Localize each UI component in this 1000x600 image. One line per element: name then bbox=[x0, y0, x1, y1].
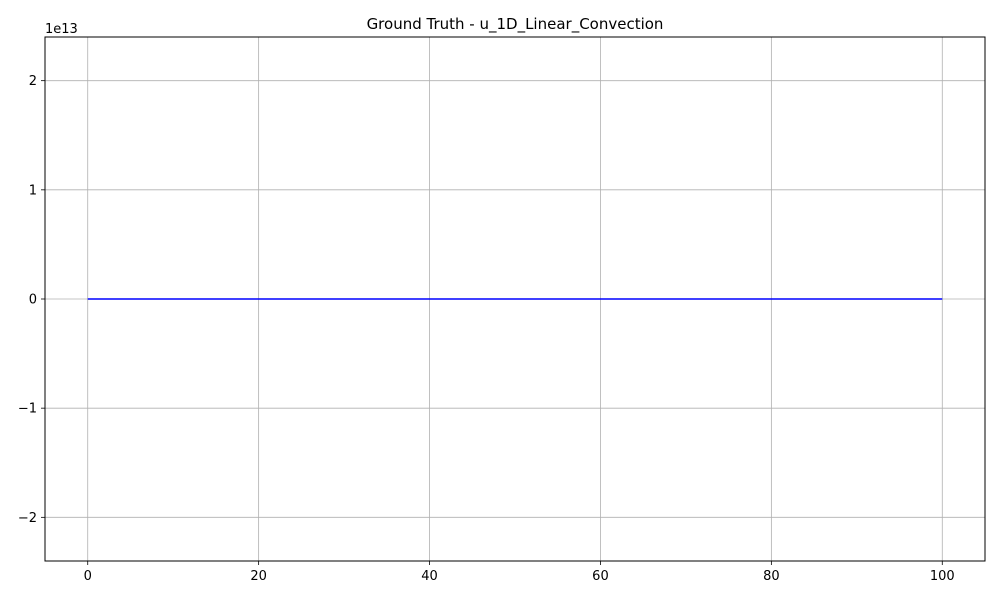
x-tick-label: 100 bbox=[930, 569, 955, 584]
x-tick-label: 20 bbox=[250, 569, 267, 584]
y-tick-label: 1 bbox=[29, 183, 37, 198]
y-tick-label: 0 bbox=[29, 293, 37, 308]
y-tick-label: 2 bbox=[29, 74, 37, 89]
y-tick-label: −1 bbox=[18, 402, 37, 417]
y-tick-label: −2 bbox=[18, 511, 37, 526]
x-tick-label: 0 bbox=[84, 569, 92, 584]
chart-title: Ground Truth - u_1D_Linear_Convection bbox=[367, 15, 664, 34]
x-tick-label: 60 bbox=[592, 569, 609, 584]
x-tick-label: 40 bbox=[421, 569, 438, 584]
y-axis-offset-label: 1e13 bbox=[45, 22, 78, 37]
x-tick-label: 80 bbox=[763, 569, 780, 584]
ticks-layer: 0 20 40 60 80 100 −2 −1 0 1 2 bbox=[18, 74, 955, 584]
